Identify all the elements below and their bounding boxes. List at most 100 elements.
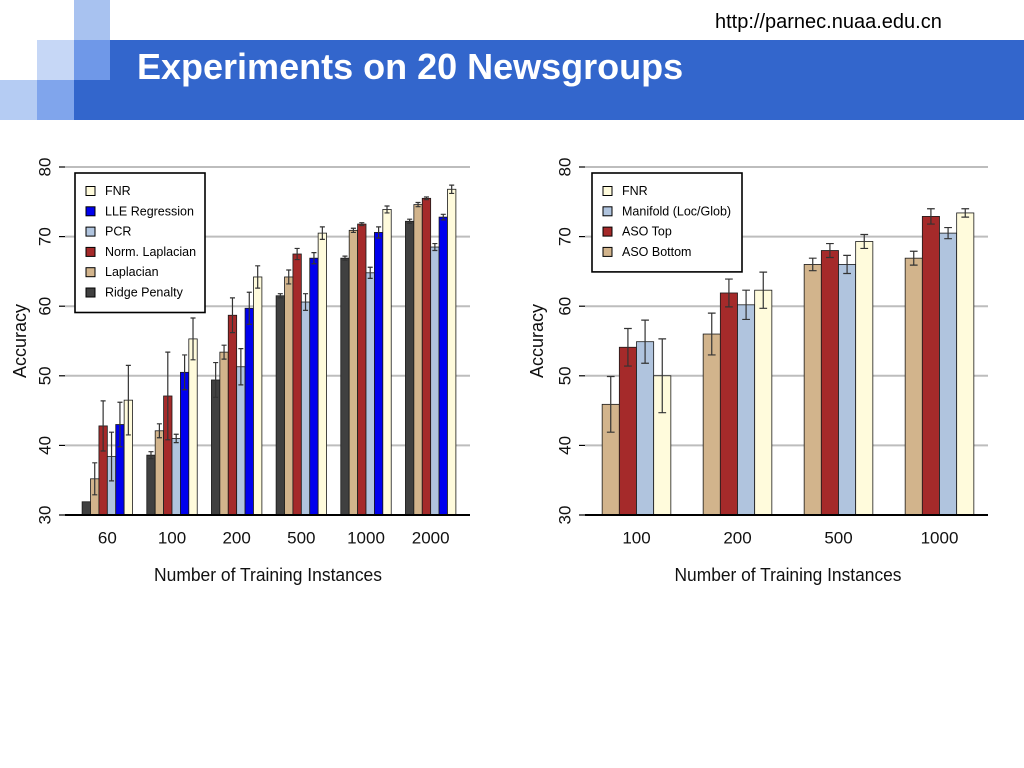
legend-label-lle-regression: LLE Regression	[105, 204, 194, 218]
bar-lle-regression-1000	[374, 232, 384, 516]
bar-manifold-loc-glob-200	[737, 304, 756, 516]
error-bar-ridge-penalty-200	[213, 361, 219, 398]
error-bar-pcr-60	[109, 431, 115, 482]
error-bar-fnr-500	[860, 233, 869, 250]
x-tick-label: 1000	[347, 529, 385, 548]
error-bar-laplacian-2000	[415, 201, 421, 208]
error-bar-ridge-penalty-500	[277, 293, 283, 299]
bar-fnr-100	[188, 338, 198, 516]
legend-swatch-pcr	[85, 226, 96, 237]
bar-laplacian-200	[219, 351, 229, 516]
bar-fnr-2000	[447, 188, 457, 516]
error-bar-fnr-100	[658, 338, 667, 414]
legend-label-ridge-penalty: Ridge Penalty	[105, 286, 184, 300]
error-bar-laplacian-60	[92, 462, 98, 496]
error-bar-lle-regression-100	[182, 354, 188, 391]
decor-square	[37, 40, 74, 80]
error-bar-aso-top-1000	[927, 208, 935, 225]
bar-aso-bottom-500	[803, 264, 822, 516]
legend-swatch-manifold-loc-glob	[602, 206, 613, 217]
y-tick-label: 30	[556, 506, 575, 525]
x-tick-label: 200	[222, 529, 250, 548]
error-bar-fnr-200	[759, 271, 768, 309]
y-tick-label: 40	[556, 436, 575, 455]
x-tick-label: 500	[287, 529, 315, 548]
bar-pcr-2000	[430, 246, 440, 516]
error-bar-fnr-60	[125, 364, 131, 436]
error-bar-laplacian-500	[286, 269, 292, 285]
bar-laplacian-500	[284, 276, 294, 516]
error-bar-norm-laplacian-2000	[423, 196, 429, 201]
bar-ridge-penalty-60	[81, 501, 91, 516]
bar-ridge-penalty-2000	[405, 220, 415, 516]
error-bar-fnr-100	[190, 317, 196, 361]
error-bar-lle-regression-60	[117, 401, 123, 448]
legend-label-norm-laplacian: Norm. Laplacian	[105, 245, 196, 259]
x-tick-label: 500	[824, 529, 852, 548]
bar-laplacian-100	[154, 430, 164, 516]
error-bar-lle-regression-500	[311, 252, 317, 265]
error-bar-aso-bottom-100	[606, 375, 615, 433]
decor-square	[74, 0, 110, 40]
legend-swatch-fnr	[602, 186, 613, 196]
accuracy-bar-chart-left: 30 40 50 60 70 80 60 100 200 500 1000 2000 Number of…	[10, 158, 470, 585]
slide-title: Experiments on 20 Newsgroups	[137, 46, 684, 87]
error-bar-norm-laplacian-1000	[359, 222, 365, 227]
bar-ridge-penalty-500	[275, 295, 285, 516]
error-bar-laplacian-1000	[350, 227, 356, 234]
error-bar-fnr-1000	[384, 205, 390, 214]
legend-swatch-ridge-penalty	[85, 287, 96, 298]
error-bar-laplacian-200	[221, 344, 227, 360]
bar-manifold-loc-glob-1000	[939, 232, 958, 516]
y-tick-label: 30	[36, 506, 55, 525]
error-bar-fnr-200	[255, 265, 261, 289]
legend-swatch-aso-top	[602, 226, 613, 237]
bar-fnr-500	[855, 241, 874, 516]
x-axis-label: Number of Training Instances	[675, 565, 902, 585]
bar-laplacian-2000	[413, 204, 423, 516]
error-bar-manifold-loc-glob-200	[742, 289, 750, 321]
x-tick-label: 100	[158, 529, 186, 548]
y-tick-label: 40	[36, 436, 55, 455]
x-tick-label: 1000	[921, 529, 959, 548]
bar-norm-laplacian-1000	[357, 223, 367, 516]
y-tick-label: 50	[36, 366, 55, 385]
accuracy-bar-chart-right: 30 40 50 60 70 80 100 200 500 1000 Number of Train…	[527, 158, 988, 585]
bar-ridge-penalty-100	[146, 454, 156, 516]
error-bar-lle-regression-200	[246, 291, 252, 325]
y-tick-label: 80	[556, 158, 575, 177]
error-bar-aso-top-200	[725, 278, 733, 308]
error-bar-norm-laplacian-60	[100, 400, 106, 452]
bar-fnr-1000	[382, 209, 392, 516]
bar-fnr-1000	[956, 212, 975, 516]
error-bar-norm-laplacian-100	[165, 351, 171, 441]
legend-label-manifold-loc-glob: Manifold (Loc/Glob)	[622, 204, 731, 218]
error-bar-manifold-loc-glob-500	[843, 254, 851, 275]
bar-lle-regression-2000	[438, 216, 448, 516]
y-axis-label: Accuracy	[527, 304, 547, 378]
y-tick-label: 70	[36, 227, 55, 246]
error-bar-aso-top-100	[624, 327, 632, 367]
error-bar-fnr-2000	[449, 184, 455, 195]
bar-pcr-500	[300, 301, 311, 516]
y-tick-label: 60	[556, 297, 575, 316]
bar-pcr-100	[171, 438, 181, 516]
legend-label-pcr: PCR	[105, 225, 131, 239]
bar-aso-bottom-1000	[904, 257, 923, 516]
y-tick-label: 70	[556, 227, 575, 246]
legend-label-fnr: FNR	[622, 184, 648, 198]
site-url: http://parnec.nuaa.edu.cn	[715, 11, 942, 33]
legend-box	[591, 172, 743, 273]
legend-label-fnr: FNR	[105, 184, 131, 198]
error-bar-pcr-500	[303, 293, 309, 311]
legend-label-aso-top: ASO Top	[622, 225, 672, 239]
bar-ridge-penalty-1000	[340, 257, 350, 516]
bar-ridge-penalty-200	[211, 379, 221, 516]
bar-aso-top-100	[618, 346, 637, 516]
x-tick-label: 200	[723, 529, 751, 548]
error-bar-aso-bottom-500	[808, 257, 817, 272]
error-bar-ridge-penalty-2000	[407, 218, 413, 224]
error-bar-fnr-500	[319, 226, 325, 240]
decor-square	[0, 40, 37, 80]
bar-lle-regression-500	[309, 257, 319, 516]
